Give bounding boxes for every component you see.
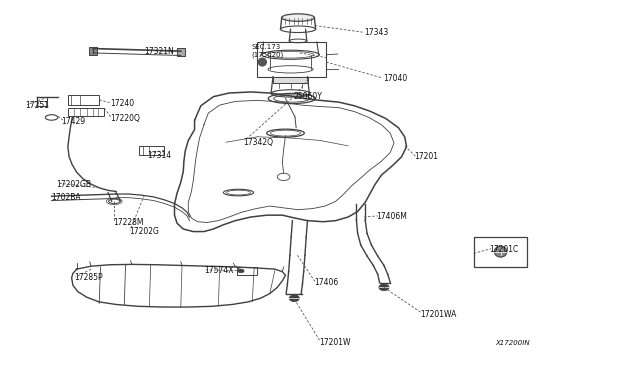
Bar bbox=[177, 48, 184, 56]
Text: 17201C: 17201C bbox=[490, 245, 518, 254]
Text: 25060Y: 25060Y bbox=[294, 92, 323, 101]
Text: 17406: 17406 bbox=[314, 278, 338, 287]
Text: SEC.173
(175020): SEC.173 (175020) bbox=[251, 44, 284, 58]
Text: 17201WA: 17201WA bbox=[420, 310, 457, 319]
Text: 17314: 17314 bbox=[148, 151, 172, 160]
Text: 17342Q: 17342Q bbox=[243, 138, 273, 147]
Text: 17321N: 17321N bbox=[145, 46, 174, 55]
Text: 17285P: 17285P bbox=[74, 273, 103, 282]
Text: 17202GB: 17202GB bbox=[56, 180, 92, 189]
Bar bbox=[68, 95, 99, 105]
Text: 17343: 17343 bbox=[364, 28, 388, 37]
Text: 17201: 17201 bbox=[414, 153, 438, 161]
Text: 1702BA: 1702BA bbox=[52, 193, 81, 202]
Text: 17240: 17240 bbox=[110, 99, 134, 109]
Text: 17220Q: 17220Q bbox=[110, 114, 140, 123]
Text: 17251: 17251 bbox=[25, 101, 49, 110]
Text: 17574X: 17574X bbox=[204, 266, 234, 275]
Ellipse shape bbox=[289, 295, 300, 302]
Ellipse shape bbox=[257, 58, 267, 67]
Bar bbox=[273, 77, 308, 83]
Text: 17406M: 17406M bbox=[376, 212, 407, 221]
Bar bbox=[68, 108, 104, 116]
Text: X17200IN: X17200IN bbox=[495, 340, 531, 346]
Ellipse shape bbox=[282, 14, 314, 21]
Text: 17228M: 17228M bbox=[113, 218, 143, 227]
Bar bbox=[140, 146, 164, 155]
Text: 17429: 17429 bbox=[61, 116, 86, 126]
Bar bbox=[257, 42, 326, 77]
Text: 17202G: 17202G bbox=[129, 227, 159, 236]
Text: 17201W: 17201W bbox=[319, 337, 350, 347]
Text: 17040: 17040 bbox=[383, 74, 407, 83]
Circle shape bbox=[238, 269, 244, 273]
Bar bbox=[474, 237, 527, 267]
Ellipse shape bbox=[379, 284, 389, 291]
Bar bbox=[237, 267, 257, 275]
Bar bbox=[89, 48, 97, 55]
Ellipse shape bbox=[494, 246, 507, 257]
